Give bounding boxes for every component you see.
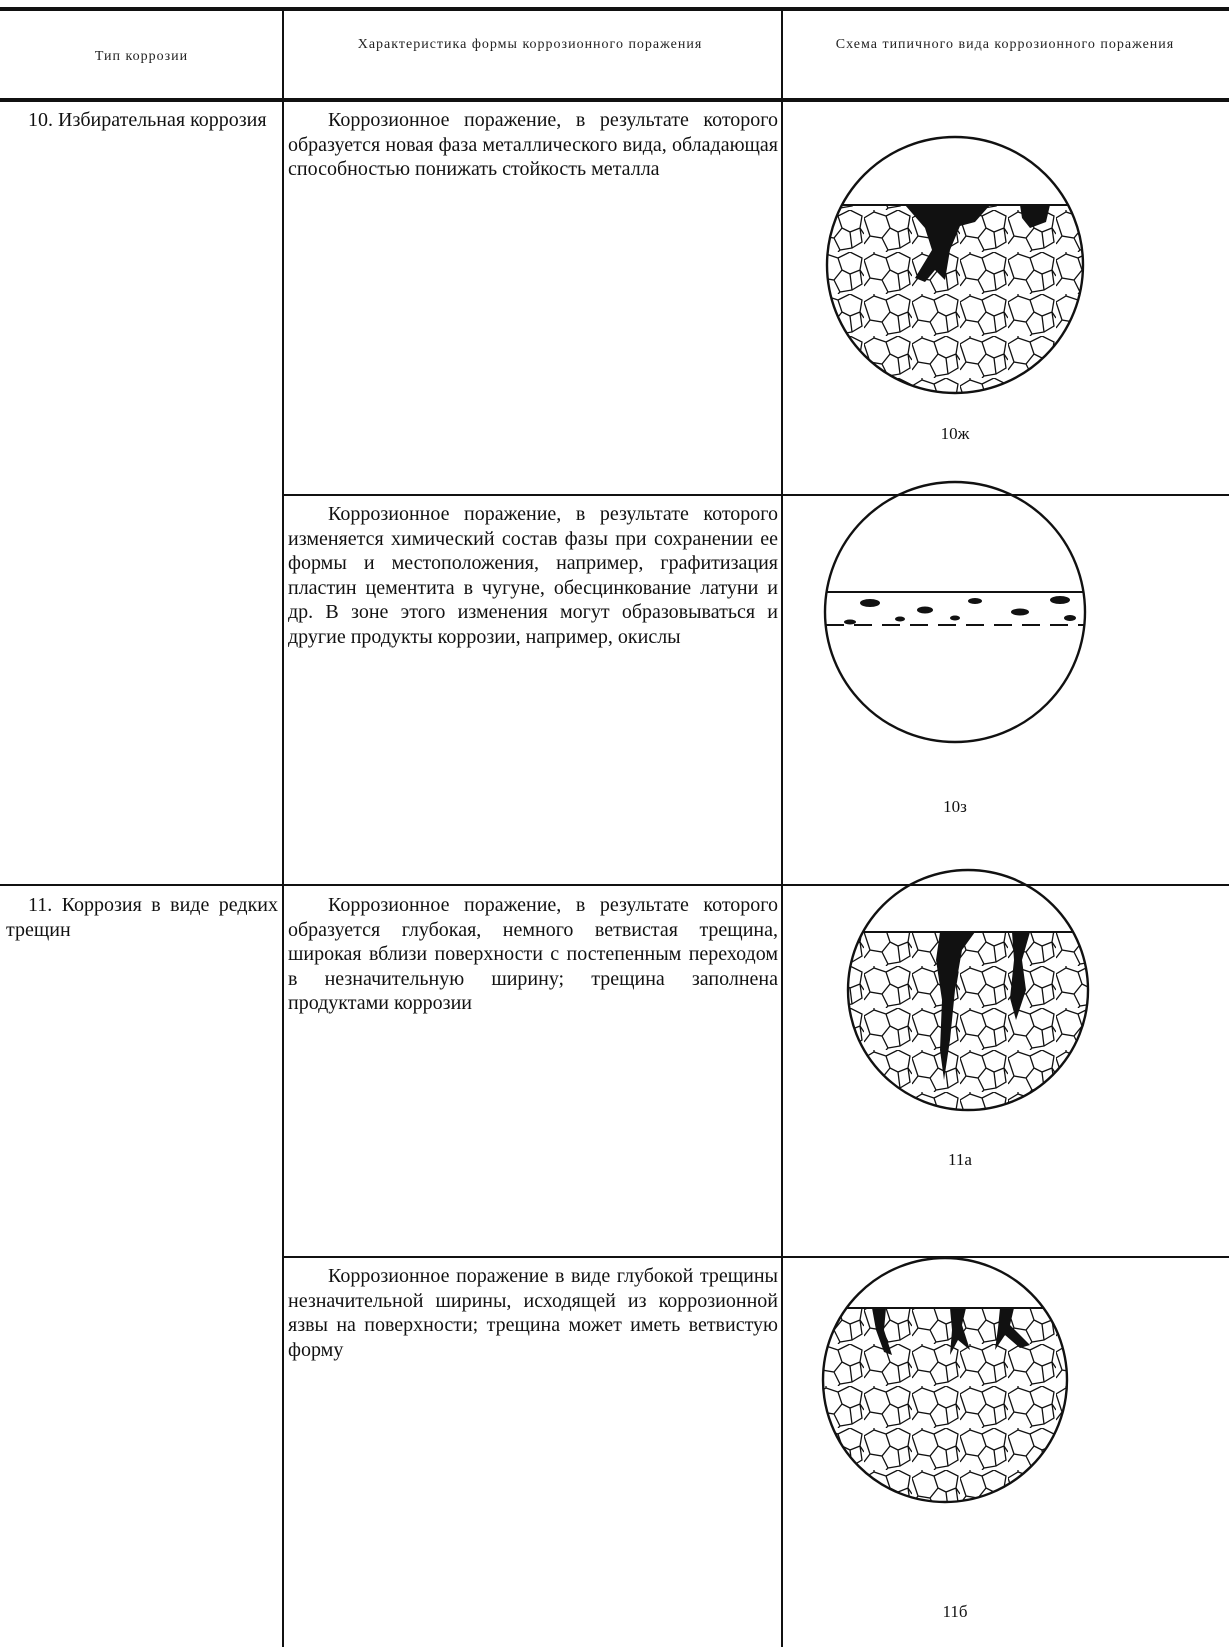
schematic-figure [825,135,1085,395]
column-header: Характеристика формы коррозионного пораж… [357,37,703,52]
schematic-figure [821,1256,1069,1504]
schematic-figure [846,868,1090,1112]
figure-label: 11б [942,1602,968,1621]
corrosion-type: 11. Коррозия в виде редких трещин [6,894,278,941]
description: Коррозионное поражение в виде глубокой т… [288,1265,778,1361]
description: Коррозионное поражение, в результате кот… [288,503,778,648]
figure-label: 10ж [940,424,970,443]
column-header: Тип коррозии [94,49,189,64]
description: Коррозионное поражение, в результате кот… [288,109,778,180]
figure-label: 10з [943,797,967,816]
figure-label: 11а [948,1150,972,1169]
description: Коррозионное поражение, в результате кот… [288,894,778,1014]
column-header: Схема типичного вида коррозионного пораж… [835,37,1175,52]
corrosion-type: 10. Избирательная коррозия [28,109,267,131]
schematic-figure [823,480,1087,744]
